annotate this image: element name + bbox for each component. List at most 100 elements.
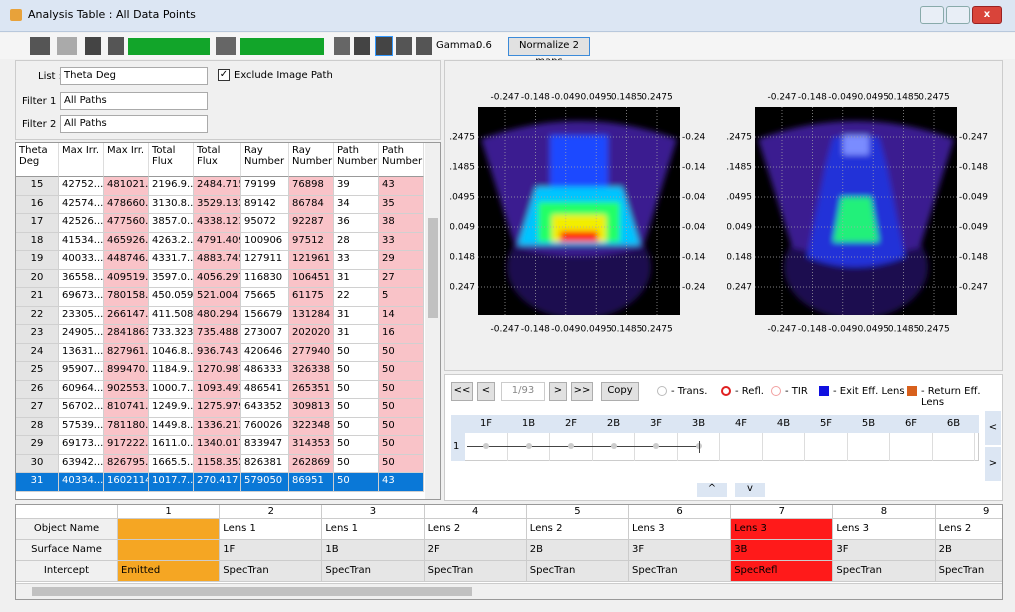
table-cell[interactable]: 42526... (59, 214, 104, 233)
table-cell[interactable]: 309813 (289, 399, 334, 418)
table-cell[interactable]: 156679 (241, 306, 289, 325)
last-button[interactable]: >> (571, 382, 593, 401)
surface-cell[interactable]: 2F (424, 540, 527, 561)
scroll-thumb[interactable] (428, 218, 438, 318)
table-cell[interactable]: 450.059 (149, 288, 194, 307)
table-cell[interactable]: 26 (16, 380, 59, 399)
table-cell[interactable]: 3857.0... (149, 214, 194, 233)
table-cell[interactable]: 780158... (104, 288, 149, 307)
table-cell[interactable]: 21 (16, 288, 59, 307)
page-button[interactable]: 1/93 (501, 382, 545, 401)
table-cell[interactable]: 1611.0... (149, 436, 194, 455)
table-cell[interactable]: 480.294 (194, 306, 241, 325)
table-cell[interactable]: 27 (379, 269, 424, 288)
surface-cell[interactable]: Emitted (118, 561, 221, 582)
table-cell[interactable]: 326338 (289, 362, 334, 381)
table-cell[interactable]: 16 (16, 195, 59, 214)
table-cell[interactable]: 521.004 (194, 288, 241, 307)
table-cell[interactable]: 270.417 (194, 473, 241, 492)
tool-icon[interactable] (108, 37, 124, 55)
table-cell[interactable]: 40334... (59, 473, 104, 492)
table-cell[interactable]: 116830 (241, 269, 289, 288)
maximize[interactable] (946, 6, 970, 24)
table-cell[interactable]: 42752... (59, 177, 104, 196)
tool-icon[interactable] (416, 37, 432, 55)
table-cell[interactable]: 29 (379, 251, 424, 270)
table-cell[interactable]: 781180... (104, 417, 149, 436)
tool-icon[interactable] (30, 37, 50, 55)
table-cell[interactable]: 14 (379, 306, 424, 325)
table-cell[interactable]: 27 (16, 399, 59, 418)
table-cell[interactable]: 35 (379, 195, 424, 214)
table-cell[interactable]: 1000.7... (149, 380, 194, 399)
table-cell[interactable]: 1340.017 (194, 436, 241, 455)
table-cell[interactable]: 733.323 (149, 325, 194, 344)
table-cell[interactable]: 43 (379, 177, 424, 196)
table-cell[interactable]: 902553... (104, 380, 149, 399)
tool-icon[interactable] (216, 37, 236, 55)
table-cell[interactable]: 39 (334, 177, 379, 196)
table-cell[interactable]: 481021... (104, 177, 149, 196)
table-cell[interactable]: 24 (16, 343, 59, 362)
table-cell[interactable]: 17 (16, 214, 59, 233)
table-cell[interactable]: 43 (379, 473, 424, 492)
table-cell[interactable]: 265351 (289, 380, 334, 399)
table-cell[interactable]: 4791.409 (194, 232, 241, 251)
table-cell[interactable]: 31 (334, 306, 379, 325)
h-scrollbar[interactable] (16, 583, 1002, 599)
table-cell[interactable]: 33 (334, 251, 379, 270)
table-cell[interactable]: 826381 (241, 454, 289, 473)
table-cell[interactable]: 33 (379, 232, 424, 251)
table-cell[interactable]: 322348 (289, 417, 334, 436)
table-cell[interactable]: 1336.213 (194, 417, 241, 436)
table-cell[interactable]: 95072 (241, 214, 289, 233)
scrollbar[interactable] (425, 143, 440, 499)
filter1-dropdown[interactable]: All Paths (60, 92, 208, 110)
table-cell[interactable]: 2196.9... (149, 177, 194, 196)
table-cell[interactable]: 76898 (289, 177, 334, 196)
table-cell[interactable]: 61175 (289, 288, 334, 307)
table-cell[interactable]: 29 (16, 436, 59, 455)
table-cell[interactable]: 100906 (241, 232, 289, 251)
surface-cell[interactable]: Lens 1 (220, 519, 323, 540)
table-cell[interactable]: 86784 (289, 195, 334, 214)
table-cell[interactable]: 18 (16, 232, 59, 251)
table-cell[interactable]: 314353 (289, 436, 334, 455)
table-cell[interactable]: 826795... (104, 454, 149, 473)
table-cell[interactable]: 643352 (241, 399, 289, 418)
table-cell[interactable]: 4056.297 (194, 269, 241, 288)
checkbox[interactable]: ✓ (218, 69, 230, 81)
table-cell[interactable]: 50 (379, 362, 424, 381)
table-cell[interactable]: 50 (379, 436, 424, 455)
surface-cell[interactable]: Lens 2 (526, 519, 629, 540)
table-cell[interactable]: 4883.745 (194, 251, 241, 270)
table-cell[interactable]: 40033... (59, 251, 104, 270)
tool-icon[interactable] (354, 37, 370, 55)
down-button[interactable]: v (735, 483, 765, 497)
table-cell[interactable]: 810741... (104, 399, 149, 418)
tool-icon[interactable] (334, 37, 350, 55)
table-cell[interactable]: 28 (16, 417, 59, 436)
table-cell[interactable]: 60964... (59, 380, 104, 399)
list-dropdown[interactable]: Theta Deg (60, 67, 208, 85)
table-cell[interactable]: 86951 (289, 473, 334, 492)
up-button[interactable]: ^ (697, 483, 727, 497)
tool-icon[interactable] (375, 36, 393, 56)
table-cell[interactable]: 50 (379, 454, 424, 473)
table-cell[interactable]: 23 (16, 325, 59, 344)
left-button[interactable]: < (985, 411, 1001, 445)
surface-cell[interactable]: SpecTran (935, 561, 1002, 582)
color-swatch[interactable] (128, 38, 210, 55)
filter2-dropdown[interactable]: All Paths (60, 115, 208, 133)
scroll-thumb[interactable] (32, 587, 472, 596)
table-cell[interactable]: 4338.123 (194, 214, 241, 233)
surface-cell[interactable]: SpecTran (322, 561, 425, 582)
color-swatch[interactable] (240, 38, 324, 55)
table-cell[interactable]: 2484.715 (194, 177, 241, 196)
table-cell[interactable]: 899470... (104, 362, 149, 381)
table-cell[interactable]: 1017.7... (149, 473, 194, 492)
table-cell[interactable]: 24905... (59, 325, 104, 344)
table-cell[interactable]: 22 (16, 306, 59, 325)
table-cell[interactable]: 50 (334, 362, 379, 381)
surface-cell[interactable] (118, 519, 221, 540)
